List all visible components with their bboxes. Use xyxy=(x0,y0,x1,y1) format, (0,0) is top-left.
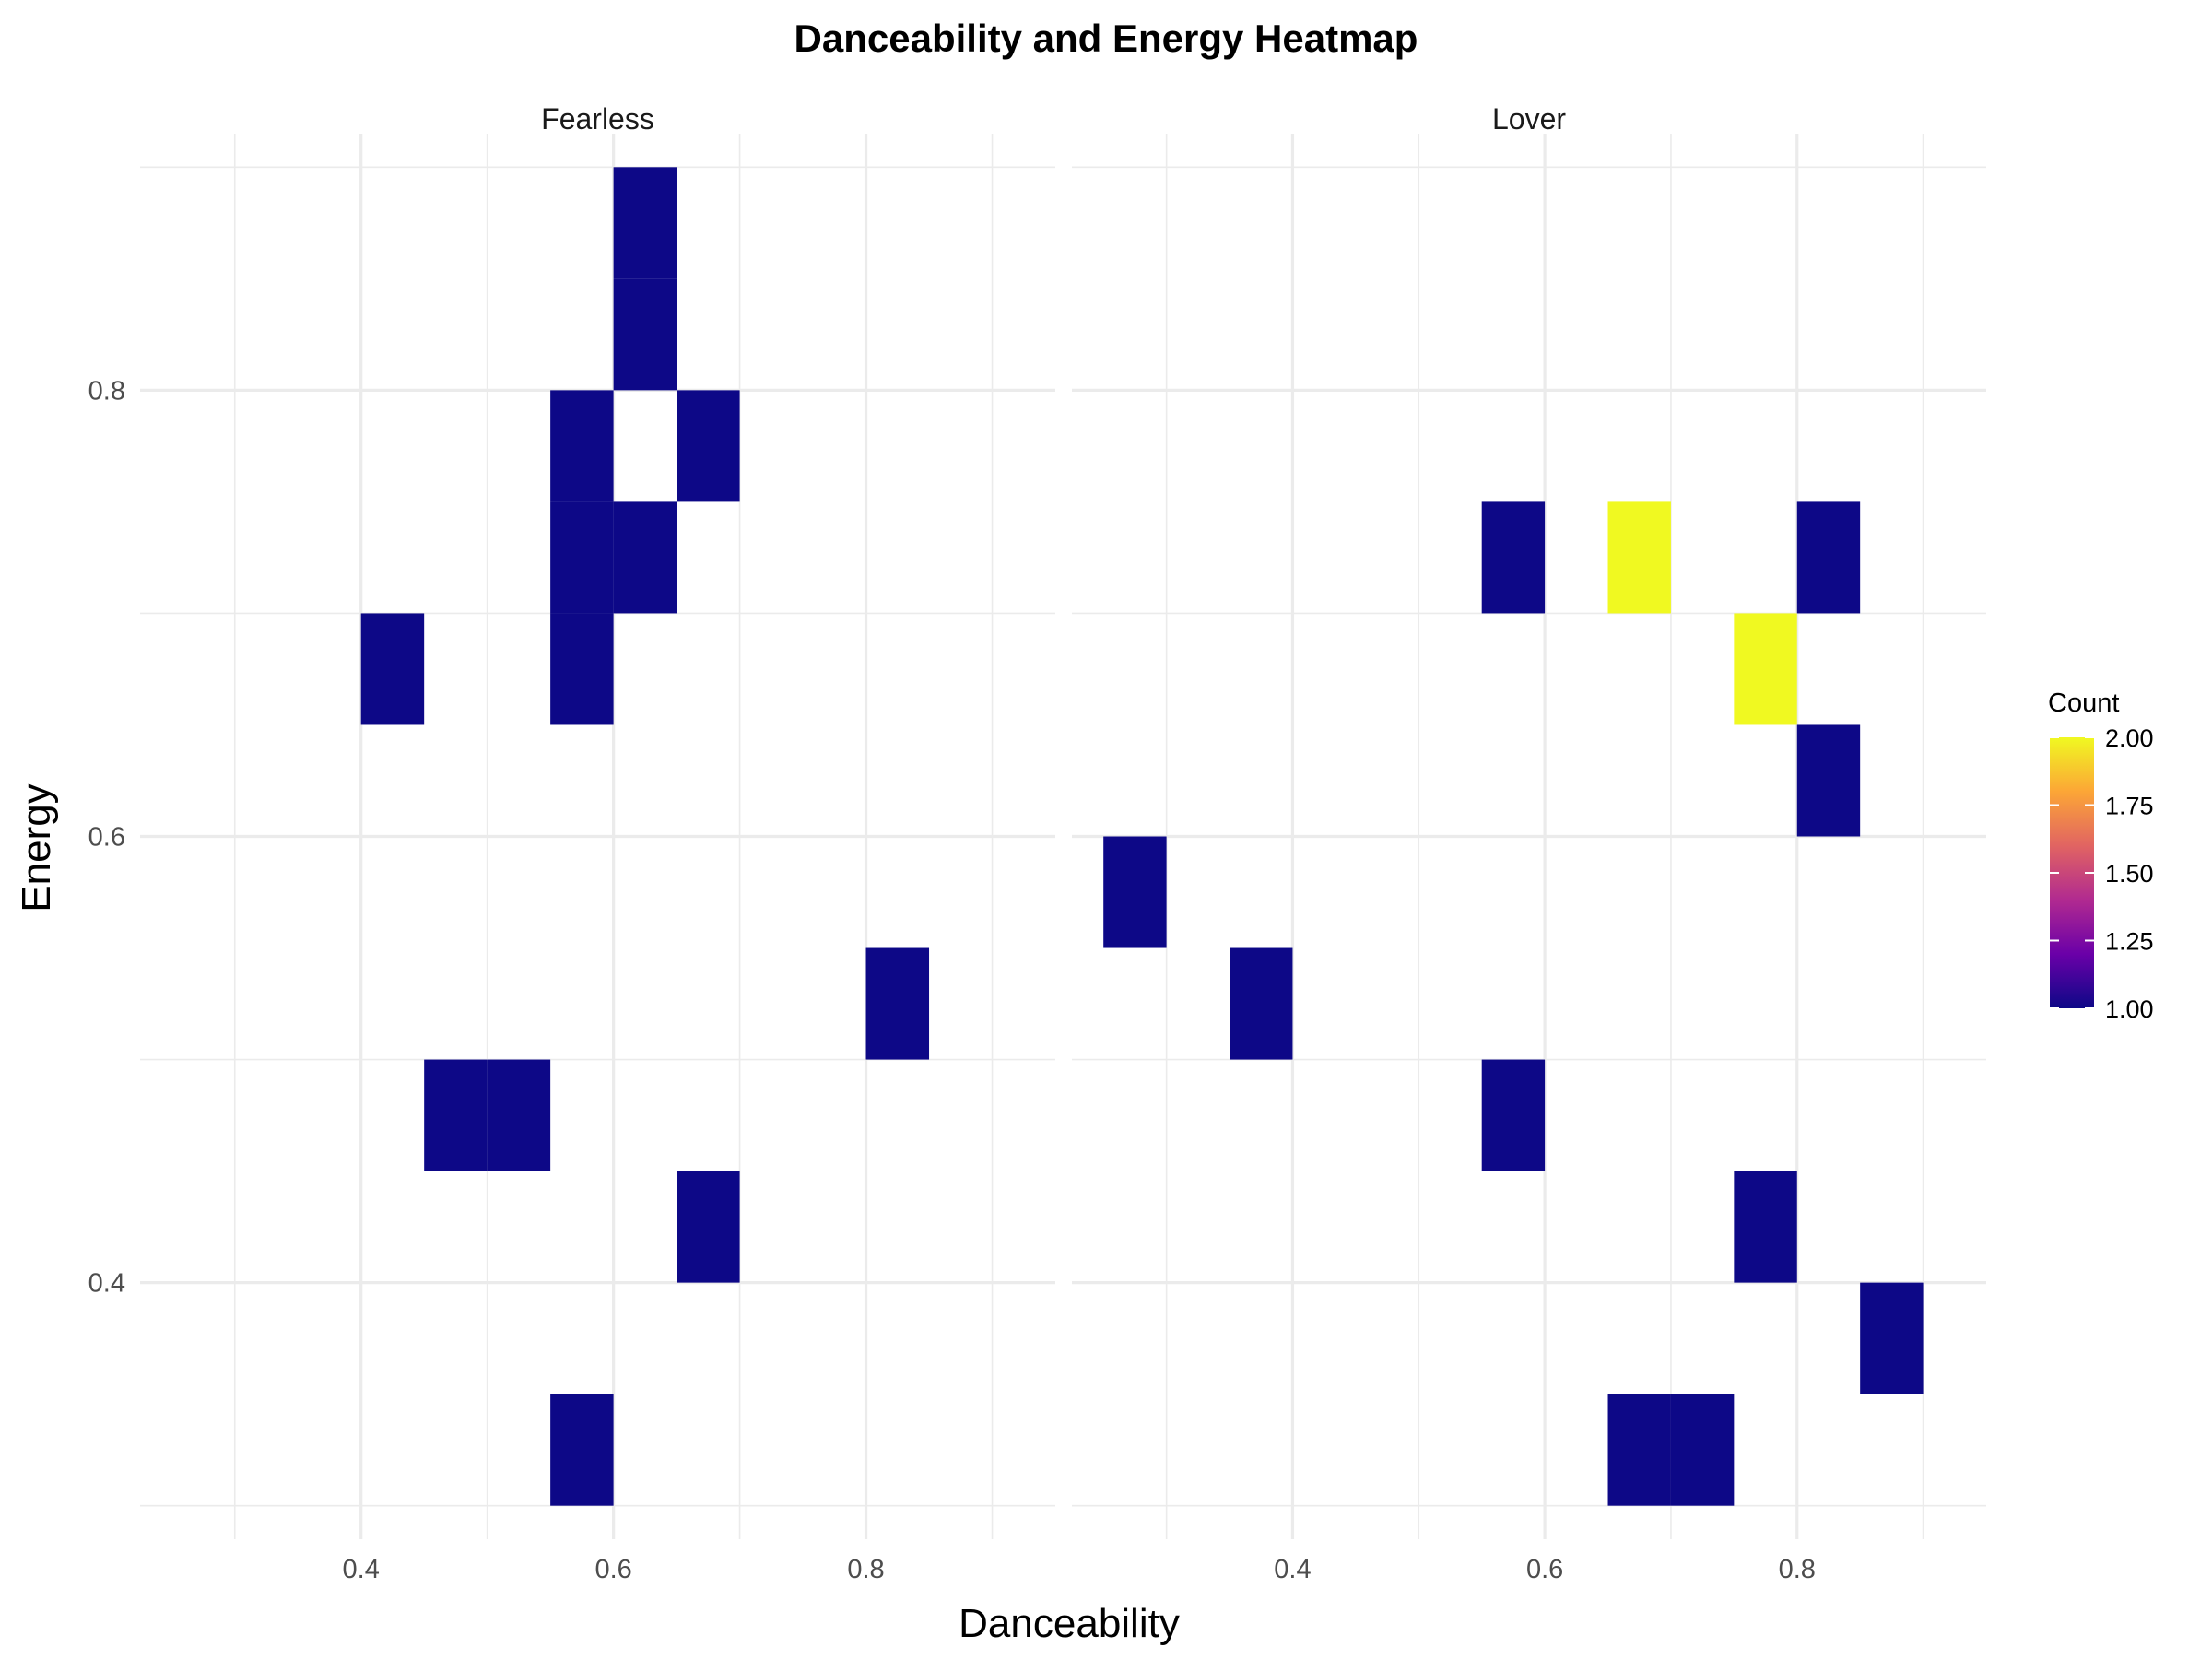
heatmap-cell xyxy=(1734,613,1797,725)
legend-tick-label: 1.75 xyxy=(2105,793,2154,820)
facet-strip-label: Lover xyxy=(1492,102,1566,135)
legend-tick-label: 1.25 xyxy=(2105,928,2154,956)
heatmap-cell xyxy=(1670,1394,1735,1506)
legend-title: Count xyxy=(2048,688,2119,718)
heatmap-cell xyxy=(1230,947,1293,1060)
x-axis-title: Danceability xyxy=(959,1601,1180,1646)
x-tick-label: 0.4 xyxy=(1274,1555,1311,1584)
legend-tick-label: 1.50 xyxy=(2105,860,2154,888)
heatmap-cell xyxy=(424,1059,488,1171)
x-tick-label: 0.6 xyxy=(1526,1555,1563,1584)
y-axis-title: Energy xyxy=(14,783,59,912)
heatmap-cell xyxy=(1796,501,1861,614)
heatmap-cell xyxy=(1103,836,1167,948)
heatmap-cell xyxy=(550,1394,614,1506)
legend-tick-label: 2.00 xyxy=(2105,724,2154,752)
legend-tick-label: 1.00 xyxy=(2105,995,2154,1023)
heatmap-cell xyxy=(613,278,677,391)
y-tick-label: 0.4 xyxy=(88,1269,125,1299)
y-tick-label: 0.8 xyxy=(88,376,125,406)
color-legend: Count 1.00 1.25 1.50 1.75 2.00 xyxy=(2048,688,2154,1023)
heatmap-cell xyxy=(550,501,614,614)
heatmap-cell xyxy=(1481,1059,1546,1171)
facet-panel-fearless: Fearless 0.4 0.6 0.8 xyxy=(140,102,1055,1584)
heatmap-cell xyxy=(1860,1282,1924,1394)
facet-panel-lover: Lover 0.4 0.6 0.8 xyxy=(1072,102,1986,1584)
heatmap-cell xyxy=(487,1059,551,1171)
heatmap-cell xyxy=(613,501,677,614)
heatmap-cell xyxy=(550,613,614,725)
heatmap-cell xyxy=(550,390,614,502)
heatmap-cell xyxy=(677,1171,740,1283)
facet-strip-label: Fearless xyxy=(541,102,654,135)
chart-title: Danceability and Energy Heatmap xyxy=(794,17,1418,60)
heatmap-cell xyxy=(1734,1171,1797,1283)
x-tick-label: 0.4 xyxy=(343,1555,380,1584)
x-tick-label: 0.8 xyxy=(1779,1555,1816,1584)
heatmap-cell xyxy=(677,390,740,502)
facet-panels: Fearless 0.4 0.6 0.8 Lover 0.4 0.6 0.8 xyxy=(140,102,1986,1584)
heatmap-cell xyxy=(1481,501,1546,614)
x-tick-label: 0.6 xyxy=(594,1555,631,1584)
heatmap-cell xyxy=(613,167,677,279)
y-axis-ticks: 0.4 0.6 0.8 xyxy=(88,376,125,1298)
heatmap-cell xyxy=(360,613,425,725)
heatmap-cell xyxy=(1607,1394,1671,1506)
y-tick-label: 0.6 xyxy=(88,823,125,853)
heatmap-cell xyxy=(1796,724,1861,837)
heatmap-cell xyxy=(1607,501,1671,614)
x-tick-label: 0.8 xyxy=(847,1555,884,1584)
heatmap-cell xyxy=(865,947,930,1060)
